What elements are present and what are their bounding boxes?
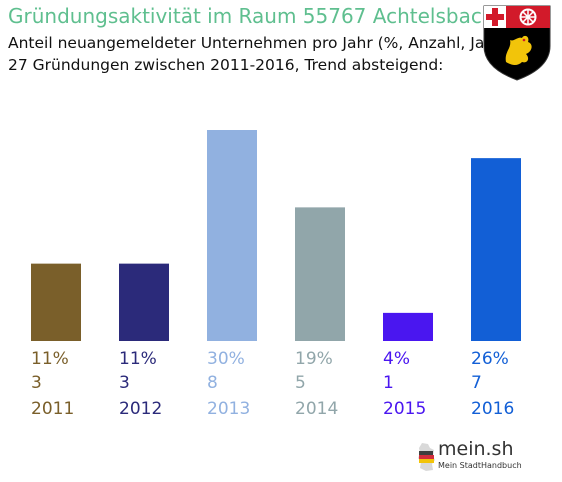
brand-logo[interactable]: mein.sh Mein StadtHandbuch <box>414 434 524 478</box>
count-label-2013: 8 <box>207 373 218 393</box>
brand-name: mein.sh <box>438 438 514 460</box>
brand-tagline: Mein StadtHandbuch <box>438 461 522 470</box>
year-label-2012: 2012 <box>119 399 162 419</box>
bar-2013 <box>207 130 257 341</box>
bar-2012 <box>119 263 169 341</box>
year-label-2011: 2011 <box>31 399 74 419</box>
chart-summary: 27 Gründungen zwischen 2011-2016, Trend … <box>8 56 444 74</box>
count-label-2015: 1 <box>383 373 394 393</box>
count-label-2012: 3 <box>119 373 130 393</box>
bar-2011 <box>31 263 81 341</box>
year-label-2014: 2014 <box>295 399 338 419</box>
count-label-2016: 7 <box>471 373 482 393</box>
germany-map-icon <box>418 443 435 471</box>
bar-2014 <box>295 207 345 341</box>
chart-title: Gründungsaktivität im Raum 55767 Achtels… <box>8 4 495 28</box>
rheinland-pfalz-coat-of-arms-icon <box>483 5 551 81</box>
value-label-2012: 11% <box>119 349 157 369</box>
value-label-2015: 4% <box>383 349 410 369</box>
value-label-2016: 26% <box>471 349 509 369</box>
bar-2015 <box>383 312 433 341</box>
count-label-2011: 3 <box>31 373 42 393</box>
year-label-2015: 2015 <box>383 399 426 419</box>
count-label-2014: 5 <box>295 373 306 393</box>
bar-2016 <box>471 158 521 341</box>
value-label-2013: 30% <box>207 349 245 369</box>
year-label-2013: 2013 <box>207 399 250 419</box>
value-label-2014: 19% <box>295 349 333 369</box>
value-label-2011: 11% <box>31 349 69 369</box>
year-label-2016: 2016 <box>471 399 514 419</box>
chart-subtitle: Anteil neuangemeldeter Unternehmen pro J… <box>8 34 507 52</box>
